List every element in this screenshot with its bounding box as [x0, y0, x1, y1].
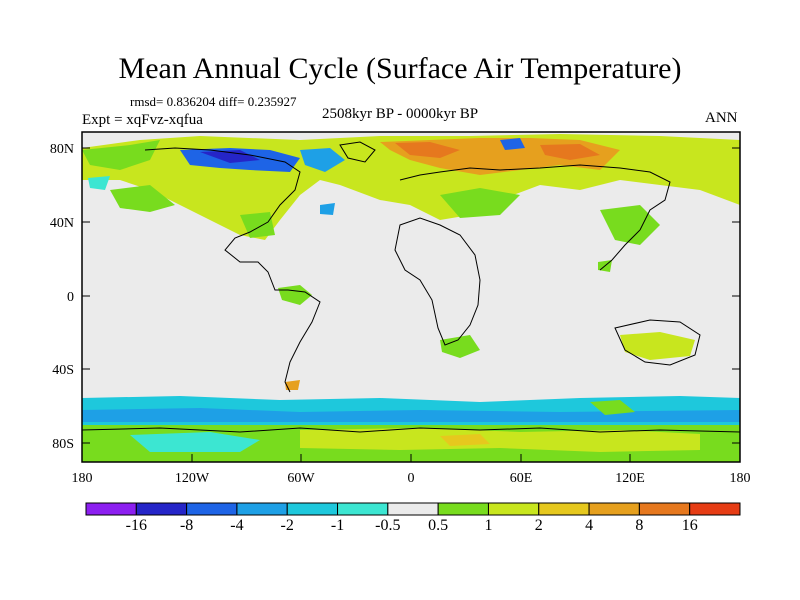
coastlines	[82, 141, 740, 433]
central-asia-weak-warm	[440, 188, 520, 218]
colorbar-label: 16	[681, 517, 698, 534]
stats-line: rmsd= 0.836204 diff= 0.235927	[130, 94, 297, 109]
lon-label-60w: 60W	[287, 471, 315, 486]
colorbar-swatch	[538, 502, 590, 516]
canada-vstrong-cool	[200, 150, 260, 163]
colorbar	[85, 502, 741, 516]
colorbar-swatch	[135, 502, 188, 516]
colorbar-swatch	[387, 502, 439, 516]
colorbar-label: -4	[230, 517, 244, 534]
colorbar-swatch	[337, 502, 389, 516]
alaska-weak-warm	[82, 140, 160, 170]
greenland-coast	[339, 141, 376, 163]
colorbar-label: -0.5	[375, 517, 401, 534]
period-label: 2508kyr BP - 0000kyr BP	[322, 106, 479, 122]
colorbar-swatch	[638, 502, 691, 516]
lat-label-40s: 40S	[52, 363, 74, 378]
antarctic-mid-warm	[300, 428, 700, 452]
lat-label-40n: 40N	[50, 216, 74, 231]
colorbar-label: -1	[330, 517, 345, 534]
lat-label-0: 0	[67, 290, 74, 305]
atlantic-cool-patch	[320, 203, 335, 215]
colorbar-swatch	[437, 502, 489, 516]
eurasia-coast	[399, 164, 671, 271]
southern-ocean-warm-patch	[590, 400, 635, 415]
lon-label-120w: 120W	[175, 471, 210, 486]
colorbar-label: 2	[534, 517, 543, 534]
colorbar-swatch	[689, 502, 741, 516]
east-asia-weak-warm	[600, 205, 660, 245]
siberia-vstrong-warm-1	[395, 142, 460, 158]
colorbar-label: -2	[280, 517, 294, 534]
lon-label-180e: 180	[730, 471, 751, 486]
colorbar-label: 0.5	[428, 517, 449, 534]
colorbar-label: 8	[635, 517, 644, 534]
lon-label-120e: 120E	[615, 471, 645, 486]
experiment-label: Expt = xqFvz-xqfua	[82, 112, 203, 128]
map-title: Mean Annual Cycle (Surface Air Temperatu…	[118, 52, 682, 85]
colorbar-label: 4	[585, 517, 594, 534]
siberia-vstrong-warm-2	[540, 144, 600, 160]
south-africa-weak-warm	[440, 335, 480, 358]
southern-ocean-mid-cool	[82, 408, 740, 422]
colorbar-label: -16	[125, 517, 147, 534]
colorbar-swatch	[186, 502, 238, 516]
colorbar-swatch	[588, 502, 640, 516]
lat-label-80s: 80S	[52, 437, 74, 452]
lon-ticks	[81, 454, 741, 462]
lon-label-180w: 180	[72, 471, 93, 486]
patagonia-strong-warm	[285, 380, 300, 390]
lat-ticks	[82, 147, 740, 444]
colorbar-swatch	[85, 502, 137, 516]
pacific-weak-cool	[88, 176, 110, 190]
australia-mid-warm	[620, 332, 695, 360]
colorbar-label: -8	[179, 517, 194, 534]
lon-label-0: 0	[408, 471, 415, 486]
colorbar-swatch	[286, 502, 339, 516]
pacific-weak-warm	[110, 185, 175, 212]
antarctica-coast	[82, 427, 740, 433]
season-label: ANN	[705, 110, 738, 126]
east-us-weak-warm	[240, 212, 275, 238]
greenland-cool	[300, 148, 345, 172]
colorbar-swatch	[236, 502, 288, 516]
antarctic-cool-patch	[130, 432, 260, 452]
anomaly-field	[82, 132, 740, 462]
australia-coast	[614, 319, 701, 366]
arctic-cool-patch	[500, 138, 525, 150]
africa-coast	[394, 217, 481, 346]
antarctic-strong-warm	[440, 434, 490, 446]
colorbar-label: 1	[484, 517, 493, 534]
lat-label-80n: 80N	[50, 142, 74, 157]
lon-label-60e: 60E	[510, 471, 533, 486]
americas-coast	[144, 147, 321, 393]
colorbar-swatch	[487, 502, 540, 516]
